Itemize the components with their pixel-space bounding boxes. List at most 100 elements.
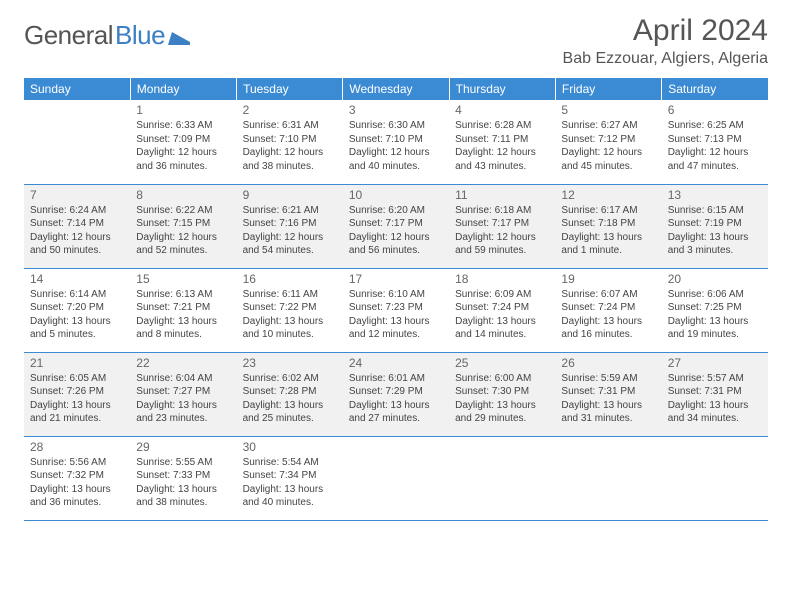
calendar-day-cell: 4Sunrise: 6:28 AMSunset: 7:11 PMDaylight…	[449, 100, 555, 184]
calendar-week-row: 1Sunrise: 6:33 AMSunset: 7:09 PMDaylight…	[24, 100, 768, 184]
day-header: Sunday	[24, 78, 130, 100]
calendar-day-cell: 23Sunrise: 6:02 AMSunset: 7:28 PMDayligh…	[237, 352, 343, 436]
day1-text: Daylight: 13 hours	[30, 483, 124, 497]
day1-text: Daylight: 12 hours	[30, 231, 124, 245]
sunset-text: Sunset: 7:31 PM	[561, 385, 655, 399]
logo-text-blue: Blue	[115, 20, 165, 51]
sunrise-text: Sunrise: 6:25 AM	[668, 119, 762, 133]
logo-triangle-icon	[168, 29, 190, 45]
sunrise-text: Sunrise: 6:10 AM	[349, 288, 443, 302]
calendar-day-cell: 15Sunrise: 6:13 AMSunset: 7:21 PMDayligh…	[130, 268, 236, 352]
day1-text: Daylight: 12 hours	[243, 146, 337, 160]
calendar-day-cell: 10Sunrise: 6:20 AMSunset: 7:17 PMDayligh…	[343, 184, 449, 268]
day2-text: and 21 minutes.	[30, 412, 124, 426]
day1-text: Daylight: 12 hours	[455, 146, 549, 160]
day-number: 18	[455, 271, 549, 287]
day2-text: and 47 minutes.	[668, 160, 762, 174]
calendar-week-row: 28Sunrise: 5:56 AMSunset: 7:32 PMDayligh…	[24, 436, 768, 520]
calendar-day-cell: 17Sunrise: 6:10 AMSunset: 7:23 PMDayligh…	[343, 268, 449, 352]
calendar-day-cell: 25Sunrise: 6:00 AMSunset: 7:30 PMDayligh…	[449, 352, 555, 436]
day1-text: Daylight: 13 hours	[136, 315, 230, 329]
day-number: 5	[561, 102, 655, 118]
day2-text: and 38 minutes.	[136, 496, 230, 510]
day1-text: Daylight: 13 hours	[349, 315, 443, 329]
sunrise-text: Sunrise: 6:18 AM	[455, 204, 549, 218]
day1-text: Daylight: 13 hours	[561, 399, 655, 413]
calendar-week-row: 21Sunrise: 6:05 AMSunset: 7:26 PMDayligh…	[24, 352, 768, 436]
sunrise-text: Sunrise: 6:24 AM	[30, 204, 124, 218]
calendar-day-cell: 1Sunrise: 6:33 AMSunset: 7:09 PMDaylight…	[130, 100, 236, 184]
header: GeneralBlue April 2024 Bab Ezzouar, Algi…	[24, 14, 768, 68]
sunrise-text: Sunrise: 6:11 AM	[243, 288, 337, 302]
sunset-text: Sunset: 7:18 PM	[561, 217, 655, 231]
day2-text: and 19 minutes.	[668, 328, 762, 342]
day1-text: Daylight: 13 hours	[243, 315, 337, 329]
sunrise-text: Sunrise: 5:56 AM	[30, 456, 124, 470]
day-number: 24	[349, 355, 443, 371]
day-number: 7	[30, 187, 124, 203]
calendar-week-row: 14Sunrise: 6:14 AMSunset: 7:20 PMDayligh…	[24, 268, 768, 352]
day2-text: and 31 minutes.	[561, 412, 655, 426]
sunrise-text: Sunrise: 6:30 AM	[349, 119, 443, 133]
sunset-text: Sunset: 7:16 PM	[243, 217, 337, 231]
day-number: 26	[561, 355, 655, 371]
sunrise-text: Sunrise: 5:59 AM	[561, 372, 655, 386]
calendar-day-cell: 16Sunrise: 6:11 AMSunset: 7:22 PMDayligh…	[237, 268, 343, 352]
day-number: 15	[136, 271, 230, 287]
calendar-day-cell: 13Sunrise: 6:15 AMSunset: 7:19 PMDayligh…	[662, 184, 768, 268]
sunset-text: Sunset: 7:20 PM	[30, 301, 124, 315]
day2-text: and 8 minutes.	[136, 328, 230, 342]
sunrise-text: Sunrise: 5:54 AM	[243, 456, 337, 470]
day1-text: Daylight: 13 hours	[30, 399, 124, 413]
day-header: Saturday	[662, 78, 768, 100]
calendar-day-cell	[343, 436, 449, 520]
sunset-text: Sunset: 7:33 PM	[136, 469, 230, 483]
day2-text: and 23 minutes.	[136, 412, 230, 426]
sunset-text: Sunset: 7:17 PM	[455, 217, 549, 231]
day2-text: and 3 minutes.	[668, 244, 762, 258]
sunrise-text: Sunrise: 5:57 AM	[668, 372, 762, 386]
sunrise-text: Sunrise: 6:01 AM	[349, 372, 443, 386]
day-header: Friday	[555, 78, 661, 100]
day1-text: Daylight: 12 hours	[561, 146, 655, 160]
sunset-text: Sunset: 7:29 PM	[349, 385, 443, 399]
day1-text: Daylight: 13 hours	[136, 399, 230, 413]
day-number: 13	[668, 187, 762, 203]
sunrise-text: Sunrise: 6:17 AM	[561, 204, 655, 218]
day-number: 23	[243, 355, 337, 371]
sunset-text: Sunset: 7:25 PM	[668, 301, 762, 315]
sunrise-text: Sunrise: 6:05 AM	[30, 372, 124, 386]
sunrise-text: Sunrise: 6:15 AM	[668, 204, 762, 218]
sunset-text: Sunset: 7:09 PM	[136, 133, 230, 147]
day-number: 20	[668, 271, 762, 287]
sunset-text: Sunset: 7:19 PM	[668, 217, 762, 231]
sunset-text: Sunset: 7:24 PM	[455, 301, 549, 315]
day1-text: Daylight: 12 hours	[455, 231, 549, 245]
day-number: 12	[561, 187, 655, 203]
calendar-day-cell: 28Sunrise: 5:56 AMSunset: 7:32 PMDayligh…	[24, 436, 130, 520]
sunset-text: Sunset: 7:23 PM	[349, 301, 443, 315]
day-number: 6	[668, 102, 762, 118]
calendar-day-cell	[662, 436, 768, 520]
day2-text: and 16 minutes.	[561, 328, 655, 342]
calendar-day-cell: 24Sunrise: 6:01 AMSunset: 7:29 PMDayligh…	[343, 352, 449, 436]
day2-text: and 56 minutes.	[349, 244, 443, 258]
day2-text: and 29 minutes.	[455, 412, 549, 426]
sunset-text: Sunset: 7:28 PM	[243, 385, 337, 399]
calendar-day-cell: 30Sunrise: 5:54 AMSunset: 7:34 PMDayligh…	[237, 436, 343, 520]
day2-text: and 54 minutes.	[243, 244, 337, 258]
day1-text: Daylight: 12 hours	[136, 231, 230, 245]
day2-text: and 36 minutes.	[136, 160, 230, 174]
day1-text: Daylight: 12 hours	[668, 146, 762, 160]
day-header: Monday	[130, 78, 236, 100]
calendar-day-cell: 20Sunrise: 6:06 AMSunset: 7:25 PMDayligh…	[662, 268, 768, 352]
day1-text: Daylight: 13 hours	[668, 399, 762, 413]
calendar-day-cell	[555, 436, 661, 520]
day2-text: and 38 minutes.	[243, 160, 337, 174]
day-header-row: Sunday Monday Tuesday Wednesday Thursday…	[24, 78, 768, 100]
day-number: 1	[136, 102, 230, 118]
calendar-day-cell: 19Sunrise: 6:07 AMSunset: 7:24 PMDayligh…	[555, 268, 661, 352]
day-header: Wednesday	[343, 78, 449, 100]
sunrise-text: Sunrise: 6:13 AM	[136, 288, 230, 302]
day-number: 17	[349, 271, 443, 287]
